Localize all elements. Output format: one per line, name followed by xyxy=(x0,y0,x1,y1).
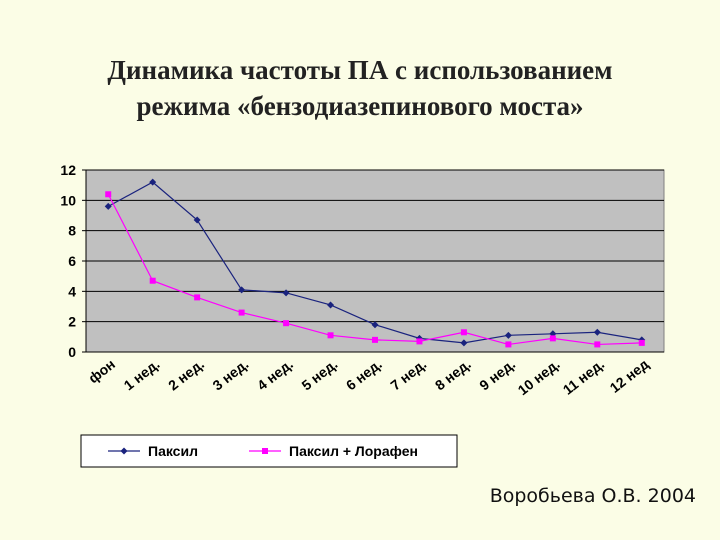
data-point xyxy=(149,277,156,284)
data-point xyxy=(238,286,246,294)
legend-marker-2 xyxy=(262,448,268,454)
data-point xyxy=(372,336,378,343)
x-tick-label: 10 нед. xyxy=(515,356,563,398)
data-point xyxy=(594,341,601,348)
x-tick-label: 12 нед xyxy=(607,356,652,396)
data-point xyxy=(238,309,245,316)
x-tick-label: 9 нед. xyxy=(476,356,518,394)
data-point xyxy=(282,289,290,297)
y-tick-label: 4 xyxy=(68,283,76,299)
y-tick-label: 2 xyxy=(68,314,76,330)
x-tick-label: фон xyxy=(85,356,118,387)
data-point xyxy=(194,294,201,301)
author-credit: Воробьева О.В. 2004 xyxy=(489,485,696,507)
data-point xyxy=(460,329,467,336)
data-point xyxy=(504,331,512,339)
data-point xyxy=(283,320,290,327)
data-point xyxy=(505,341,512,348)
slide-title-line2: режима «бензодиазепинового моста» xyxy=(136,91,584,121)
x-tick-label: 8 нед. xyxy=(432,356,474,394)
legend-marker-1 xyxy=(120,447,128,455)
data-point xyxy=(327,332,334,339)
line-chart: 0 2 4 6 8 10 12 фон 1 нед. 2 нед. 3 нед. 4 нед. 5 не… xyxy=(60,162,665,468)
data-point xyxy=(327,301,335,309)
slide-title: Динамика частоты ПА с использованием реж… xyxy=(0,52,720,124)
y-tick-label: 0 xyxy=(68,344,76,360)
x-tick-label: 11 нед. xyxy=(560,356,607,398)
y-tick-label: 6 xyxy=(68,253,76,269)
x-tick-label: 1 нед. xyxy=(121,356,163,394)
data-point xyxy=(638,339,645,346)
y-tick-label: 12 xyxy=(60,162,76,178)
slide-title-line1: Динамика частоты ПА с использованием xyxy=(107,55,613,85)
data-point xyxy=(105,191,112,198)
data-point xyxy=(416,338,423,345)
x-tick-label: 5 нед. xyxy=(298,356,340,394)
x-tick-label: 2 нед. xyxy=(165,356,207,394)
y-tick-label: 8 xyxy=(68,223,76,239)
legend-label-2: Паксил + Лорафен xyxy=(289,443,418,459)
data-point xyxy=(549,335,556,342)
data-point xyxy=(193,216,201,224)
data-point xyxy=(593,328,601,336)
legend-label-1: Паксил xyxy=(148,443,198,459)
data-point xyxy=(460,339,468,347)
x-tick-label: 7 нед. xyxy=(387,356,429,394)
x-tick-label: 3 нед. xyxy=(210,356,252,394)
data-point xyxy=(149,178,157,186)
x-tick-label: 4 нед. xyxy=(254,356,296,394)
data-point xyxy=(371,321,379,329)
x-tick-label: 6 нед. xyxy=(343,356,385,394)
y-tick-label: 10 xyxy=(60,192,76,208)
data-point xyxy=(104,202,112,210)
